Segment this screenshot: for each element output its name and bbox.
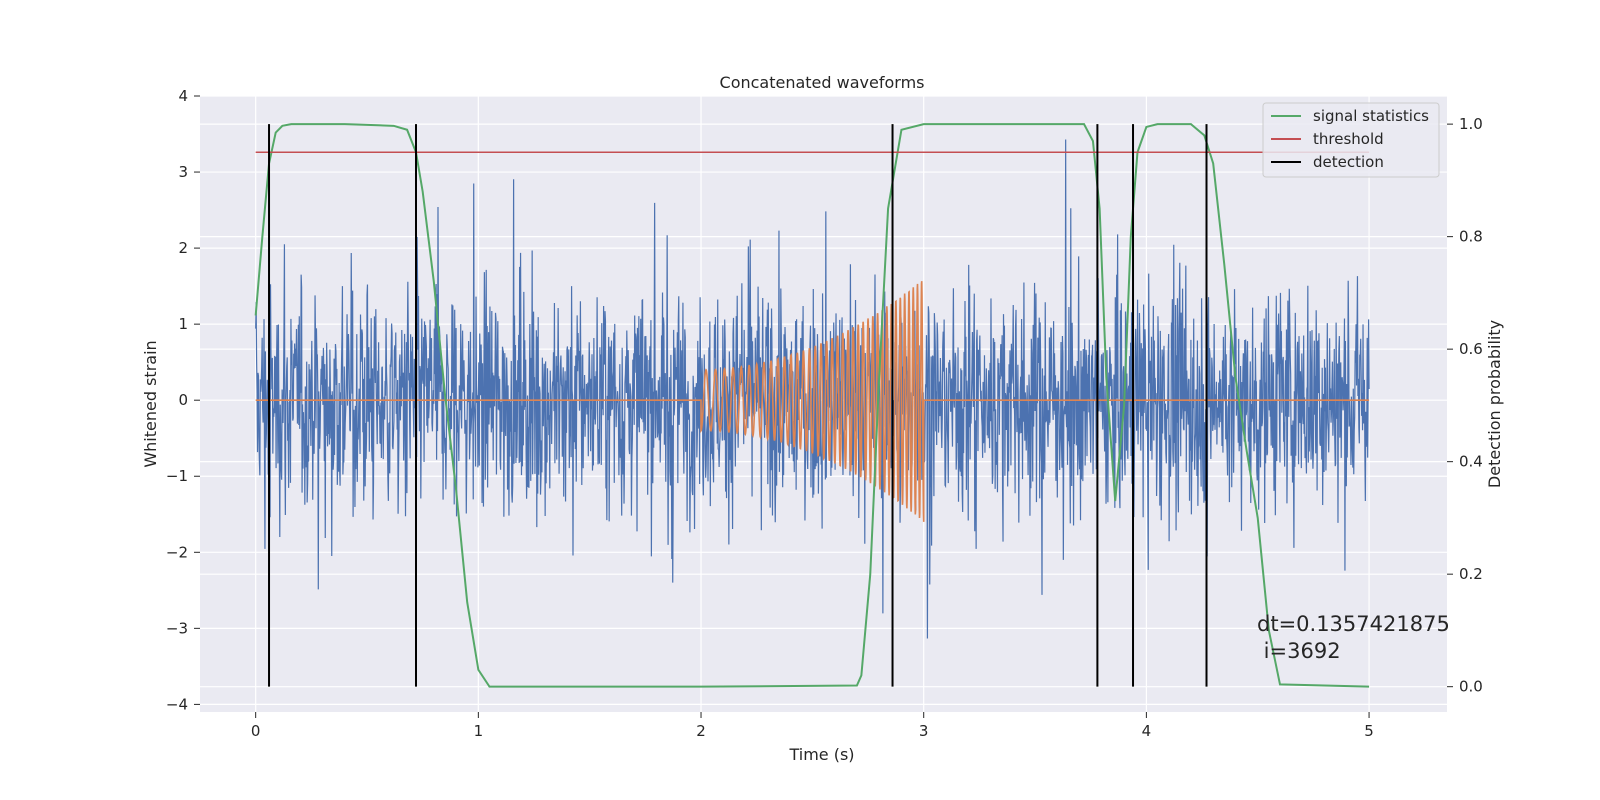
noise-line <box>255 139 1370 639</box>
legend-label-signal-statistics: signal statistics <box>1313 107 1429 125</box>
x-tick-label: 1 <box>474 722 484 740</box>
y-axis-label: Whitened strain <box>141 340 160 467</box>
y-tick-label: 1 <box>178 315 188 333</box>
x-tick-label: 3 <box>919 722 929 740</box>
legend-box <box>1262 102 1440 178</box>
chirp-line <box>255 281 1370 522</box>
y2-tick-label: 0.0 <box>1459 678 1483 696</box>
annotation-dt: dt=0.1357421875 <box>1257 612 1450 636</box>
y-tick-label: −1 <box>166 467 188 485</box>
y2-tick-label: 0.4 <box>1459 453 1483 471</box>
legend-label-detection: detection <box>1313 153 1384 171</box>
y2-tick-label: 0.2 <box>1459 565 1483 583</box>
x-tick-label: 5 <box>1364 722 1374 740</box>
y-tick-label: −4 <box>166 695 188 713</box>
y-tick-label: −3 <box>166 619 188 637</box>
y-tick-label: 0 <box>178 391 188 409</box>
ticks: 0 1 2 3 4 5 −4 −3 −2 −1 0 1 2 3 4 0.0 0.2 0.4 0.6 0.8 1.0 <box>166 87 1483 740</box>
y2-tick-label: 1.0 <box>1459 115 1483 133</box>
noise-series <box>255 139 1370 639</box>
detection-series <box>268 124 1208 687</box>
y-tick-label: 3 <box>178 163 188 181</box>
x-tick-label: 2 <box>696 722 706 740</box>
legend: signal statistics threshold detection <box>1262 102 1440 178</box>
legend-label-threshold: threshold <box>1313 130 1384 148</box>
chirp-series <box>255 281 1370 522</box>
y2-axis-label: Detection probability <box>1485 320 1504 488</box>
annotation-index: i=3692 <box>1257 639 1341 663</box>
y-tick-label: −2 <box>166 543 188 561</box>
y2-tick-label: 0.6 <box>1459 340 1483 358</box>
x-axis-label: Time (s) <box>788 745 854 764</box>
y2-tick-label: 0.8 <box>1459 228 1483 246</box>
x-tick-label: 0 <box>251 722 261 740</box>
chart-title: Concatenated waveforms <box>720 73 925 92</box>
y-tick-label: 2 <box>178 239 188 257</box>
x-tick-label: 4 <box>1142 722 1152 740</box>
y-tick-label: 4 <box>178 87 188 105</box>
